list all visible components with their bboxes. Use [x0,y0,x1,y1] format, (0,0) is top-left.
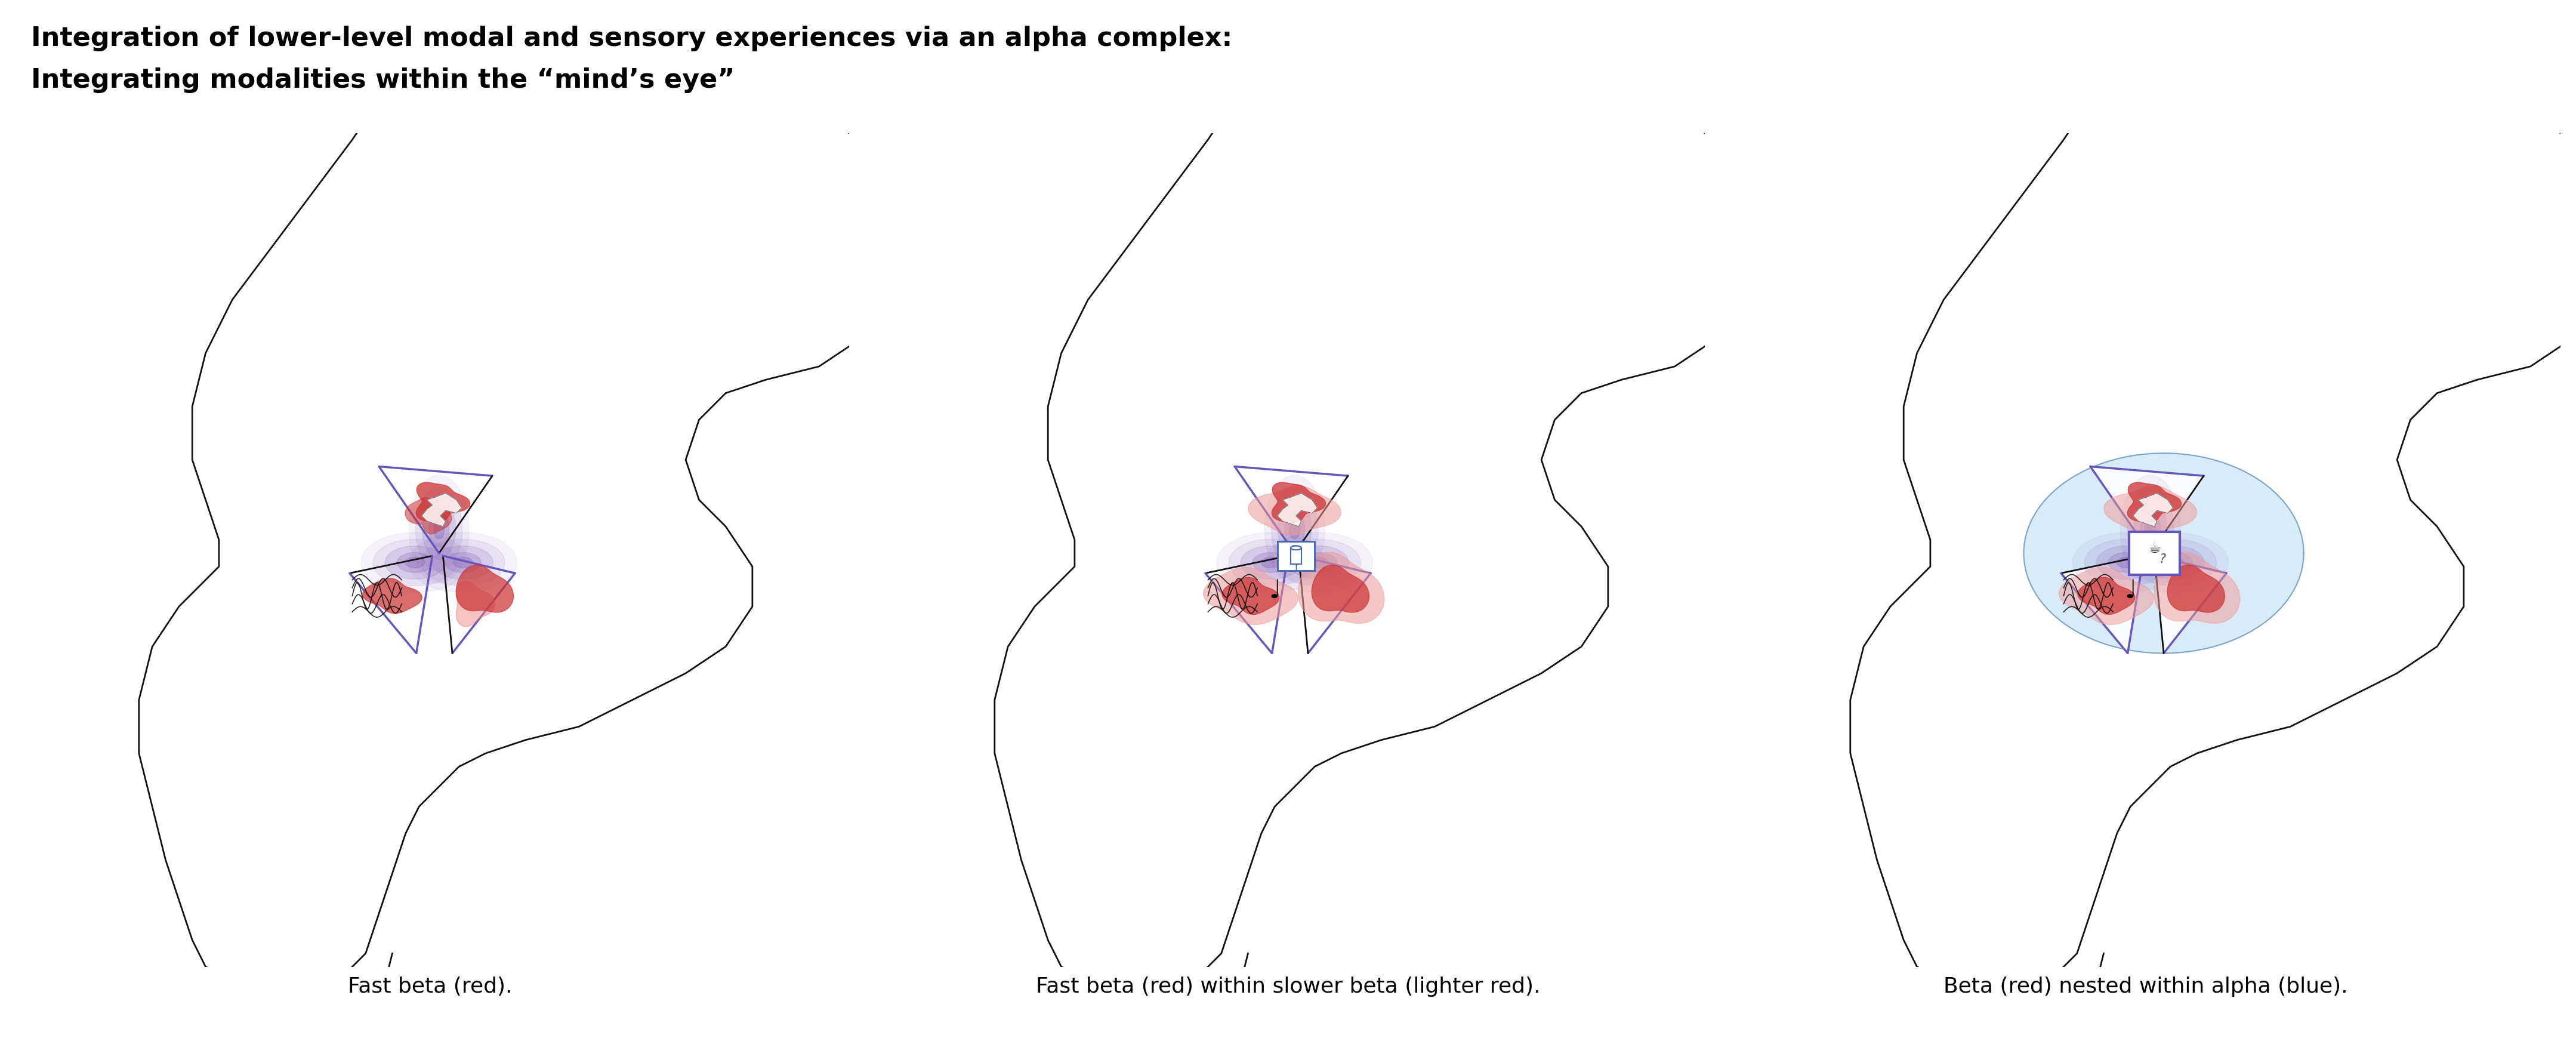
Polygon shape [1273,488,1319,572]
Polygon shape [1216,532,1324,593]
Polygon shape [379,467,492,553]
Polygon shape [2154,552,2241,624]
Polygon shape [430,512,448,547]
Text: ♩: ♩ [2125,578,2136,603]
Text: Integrating modalities within the “mind’s eye”: Integrating modalities within the “mind’… [31,67,734,93]
Polygon shape [2089,467,2202,553]
Text: ☕: ☕ [2148,541,2161,555]
Polygon shape [1221,577,1280,614]
Text: Fast beta (red).: Fast beta (red). [348,976,513,996]
Polygon shape [2107,553,2143,573]
Polygon shape [1311,566,1368,612]
Polygon shape [446,553,482,573]
Polygon shape [374,540,456,586]
Polygon shape [2156,553,2192,573]
Polygon shape [384,546,446,579]
FancyBboxPatch shape [1278,542,1314,571]
Polygon shape [1278,493,1316,527]
Polygon shape [1265,475,1324,583]
Polygon shape [417,483,469,523]
Polygon shape [2120,532,2228,593]
Polygon shape [1298,552,1383,624]
Polygon shape [1252,553,1288,573]
Polygon shape [2133,493,2174,527]
Polygon shape [1242,546,1301,579]
Polygon shape [2025,454,2303,654]
Polygon shape [422,499,456,559]
Polygon shape [2105,486,2197,536]
Polygon shape [2058,568,2154,625]
Text: ?: ? [2159,553,2166,565]
Polygon shape [1285,512,1303,547]
Polygon shape [1301,553,1337,573]
Bar [1291,548,1301,564]
Polygon shape [363,578,422,613]
Polygon shape [2117,557,2136,568]
Polygon shape [456,581,495,627]
Polygon shape [2128,488,2174,572]
Polygon shape [2079,577,2136,614]
Polygon shape [404,498,451,535]
Polygon shape [433,546,492,579]
Polygon shape [453,557,471,568]
Polygon shape [404,557,425,568]
Polygon shape [410,475,469,583]
Text: Fast beta (red) within slower beta (lighter red).: Fast beta (red) within slower beta (ligh… [1036,976,1540,996]
Polygon shape [1234,467,1347,553]
Polygon shape [2164,557,2184,568]
Polygon shape [1309,557,1329,568]
Polygon shape [1273,483,1327,523]
Polygon shape [1262,557,1280,568]
Polygon shape [443,556,515,654]
Polygon shape [2154,556,2226,654]
Polygon shape [1288,546,1350,579]
Polygon shape [1249,486,1342,536]
Polygon shape [420,540,505,586]
Polygon shape [422,493,461,527]
Polygon shape [2097,546,2156,579]
Polygon shape [415,488,461,572]
Polygon shape [1206,556,1288,654]
Polygon shape [2141,512,2161,547]
FancyBboxPatch shape [2128,532,2179,575]
Text: Integration of lower-level modal and sensory experiences via an alpha complex:: Integration of lower-level modal and sen… [31,26,1231,52]
Text: Beta (red) nested within alpha (blue).: Beta (red) nested within alpha (blue). [1945,976,2347,996]
Polygon shape [1265,532,1373,593]
Text: ♩: ♩ [1267,578,1280,603]
Polygon shape [2074,532,2179,593]
Polygon shape [350,556,433,654]
Polygon shape [2166,566,2226,612]
Polygon shape [410,532,518,593]
Polygon shape [1278,499,1311,559]
Text: ⊃
|: ⊃ | [1291,543,1301,570]
Polygon shape [361,532,469,593]
Polygon shape [2128,483,2182,523]
Polygon shape [1278,540,1360,586]
Polygon shape [433,520,443,539]
Polygon shape [2133,540,2215,586]
Polygon shape [456,566,513,612]
Polygon shape [1229,540,1314,586]
Ellipse shape [1291,546,1301,550]
Polygon shape [1203,568,1298,625]
Polygon shape [2143,546,2205,579]
Polygon shape [2120,475,2179,583]
Polygon shape [2133,499,2166,559]
Polygon shape [397,553,433,573]
Polygon shape [1298,556,1370,654]
Polygon shape [2084,540,2169,586]
Polygon shape [2146,520,2156,539]
Polygon shape [1291,520,1301,539]
Polygon shape [2061,556,2143,654]
